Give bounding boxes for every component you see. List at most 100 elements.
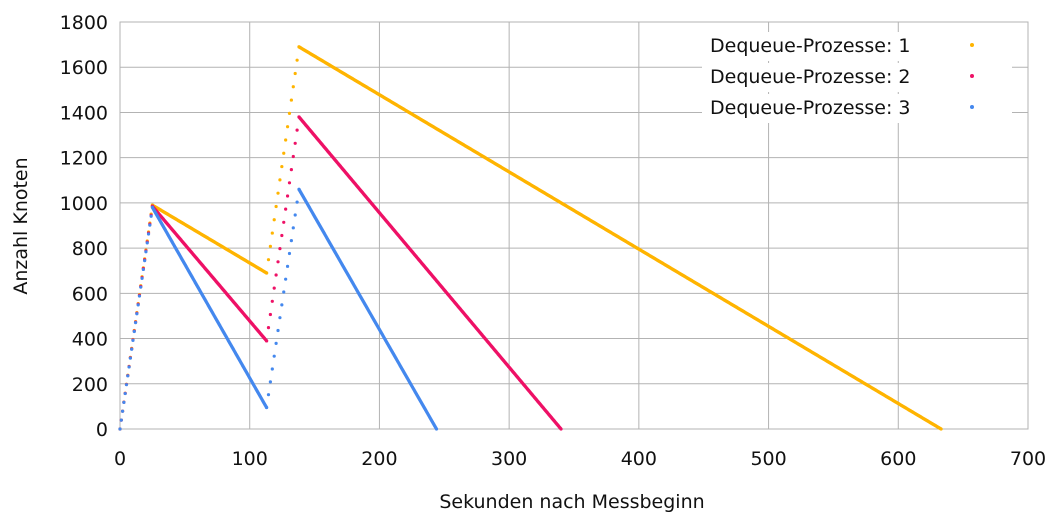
data-point xyxy=(559,427,563,431)
data-point xyxy=(295,58,299,62)
data-point xyxy=(264,405,269,410)
y-tick-label: 1800 xyxy=(60,12,108,34)
data-point xyxy=(939,427,943,431)
data-point xyxy=(266,326,271,330)
data-point xyxy=(137,294,142,298)
data-point xyxy=(278,247,282,251)
data-point xyxy=(284,207,288,211)
data-point xyxy=(132,329,136,334)
data-point xyxy=(266,258,271,262)
legend-bg xyxy=(702,63,1012,92)
x-tick-label: 100 xyxy=(232,448,268,470)
legend-label: Dequeue-Prozesse: 1 xyxy=(710,35,911,57)
data-point xyxy=(272,218,276,222)
legend: Dequeue-Prozesse: 1 Dequeue-Prozesse: 2 De… xyxy=(702,32,1012,123)
y-tick-label: 800 xyxy=(72,238,108,260)
data-point xyxy=(126,374,130,378)
data-point xyxy=(135,312,139,316)
y-tick-label: 1400 xyxy=(60,102,108,124)
data-point xyxy=(291,154,295,159)
legend-label: Dequeue-Prozesse: 2 xyxy=(710,66,911,88)
data-point xyxy=(141,267,145,272)
data-point xyxy=(136,303,140,307)
data-point xyxy=(434,427,439,431)
data-point xyxy=(289,239,293,243)
data-point xyxy=(285,194,290,198)
y-tick-label: 400 xyxy=(72,329,108,351)
data-point xyxy=(272,354,276,358)
data-point xyxy=(270,367,274,371)
y-tick-labels: 0 200 400 600 800 1000 1200 1400 1600 1800 xyxy=(60,12,108,441)
x-tick-label: 700 xyxy=(1010,448,1046,470)
data-point xyxy=(130,347,134,351)
y-tick-label: 1200 xyxy=(60,148,108,170)
data-point xyxy=(280,164,284,169)
y-tick-label: 0 xyxy=(96,419,108,441)
x-tick-labels: 0 100 200 300 400 500 600 700 xyxy=(114,448,1046,470)
data-point xyxy=(280,233,284,238)
data-point xyxy=(268,312,272,317)
data-point xyxy=(293,71,297,76)
data-point xyxy=(285,125,290,129)
data-point xyxy=(291,226,295,230)
legend-bg xyxy=(702,32,1012,61)
data-point xyxy=(272,286,276,290)
x-tick-label: 500 xyxy=(750,448,786,470)
data-point xyxy=(127,365,131,369)
data-point xyxy=(274,204,278,209)
plot-frame xyxy=(119,21,1029,430)
data-point xyxy=(149,214,153,218)
y-tick-label: 200 xyxy=(72,374,108,396)
data-point xyxy=(295,128,299,132)
x-tick-label: 600 xyxy=(880,448,916,470)
data-point xyxy=(120,409,125,413)
data-point xyxy=(278,316,282,320)
data-point xyxy=(145,241,149,245)
data-point xyxy=(118,427,122,431)
data-point xyxy=(146,232,151,236)
y-tick-label: 600 xyxy=(72,283,108,305)
data-point xyxy=(123,391,127,396)
data-point xyxy=(287,111,292,115)
legend-label: Dequeue-Prozesse: 3 xyxy=(710,97,911,119)
series-2 xyxy=(118,115,563,431)
data-point xyxy=(276,191,280,195)
x-tick-label: 400 xyxy=(621,448,657,470)
data-point xyxy=(285,264,290,268)
data-point xyxy=(282,151,286,155)
data-point xyxy=(128,356,132,360)
data-point xyxy=(144,250,148,254)
x-tick-label: 200 xyxy=(361,448,397,470)
data-point xyxy=(293,213,297,217)
data-point xyxy=(268,380,272,384)
legend-bg xyxy=(702,94,1012,123)
data-point xyxy=(148,223,152,227)
data-point xyxy=(139,285,143,289)
series-layer xyxy=(118,45,943,431)
x-tick-label: 0 xyxy=(114,448,126,470)
data-point xyxy=(276,328,280,333)
data-point xyxy=(143,258,147,263)
data-point xyxy=(131,338,135,342)
data-point xyxy=(293,141,297,145)
data-point xyxy=(270,299,274,303)
data-point xyxy=(287,251,292,256)
data-point xyxy=(124,383,129,387)
data-point xyxy=(295,200,299,204)
data-point xyxy=(274,341,278,345)
data-point xyxy=(119,418,123,422)
data-point xyxy=(264,271,269,275)
data-point xyxy=(280,303,284,307)
data-point xyxy=(284,277,288,281)
data-point xyxy=(266,393,271,397)
data-point xyxy=(270,231,274,235)
data-point xyxy=(268,244,272,248)
data-point xyxy=(276,260,280,264)
data-point xyxy=(289,168,293,172)
y-tick-label: 1600 xyxy=(60,57,108,79)
data-point xyxy=(133,321,138,325)
series-3 xyxy=(118,187,439,431)
legend-marker xyxy=(970,74,974,78)
x-axis-title: Sekunden nach Messbeginn xyxy=(439,491,704,513)
data-point xyxy=(289,98,293,102)
